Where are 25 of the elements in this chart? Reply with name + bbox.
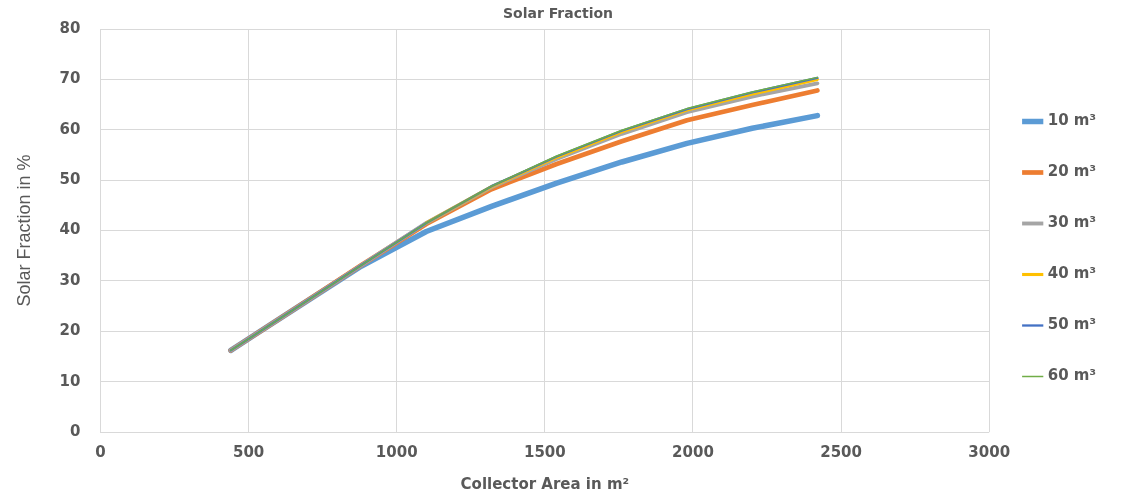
x-tick-label: 0	[95, 442, 106, 461]
y-tick-label: 20	[59, 321, 81, 340]
y-tick-label: 0	[70, 421, 81, 440]
y-tick-label: 40	[59, 220, 81, 239]
y-tick-label: 10	[59, 371, 81, 390]
y-axis-title: Solar Fraction in %	[13, 154, 34, 307]
y-tick-label: 60	[59, 119, 81, 138]
y-tick-label: 50	[59, 170, 81, 189]
y-tick-label: 80	[59, 18, 81, 37]
legend-label: 40 m³	[1047, 264, 1096, 283]
x-tick-label: 1000	[375, 442, 418, 461]
legend-label: 10 m³	[1047, 111, 1096, 130]
legend-label: 20 m³	[1047, 162, 1096, 181]
x-tick-label: 2500	[820, 442, 862, 461]
legend-label: 30 m³	[1047, 213, 1096, 232]
x-tick-label: 1500	[523, 442, 566, 461]
x-axis-title: Collector Area in m²	[460, 474, 630, 493]
y-tick-label: 70	[59, 69, 81, 88]
x-tick-label: 2000	[672, 442, 714, 461]
y-tick-label: 30	[59, 270, 81, 289]
x-tick-label: 3000	[968, 442, 1011, 461]
x-tick-label: 500	[232, 442, 265, 461]
legend-label: 60 m³	[1047, 366, 1096, 385]
chart-title: Solar Fraction	[502, 5, 614, 22]
legend-label: 50 m³	[1047, 315, 1096, 334]
